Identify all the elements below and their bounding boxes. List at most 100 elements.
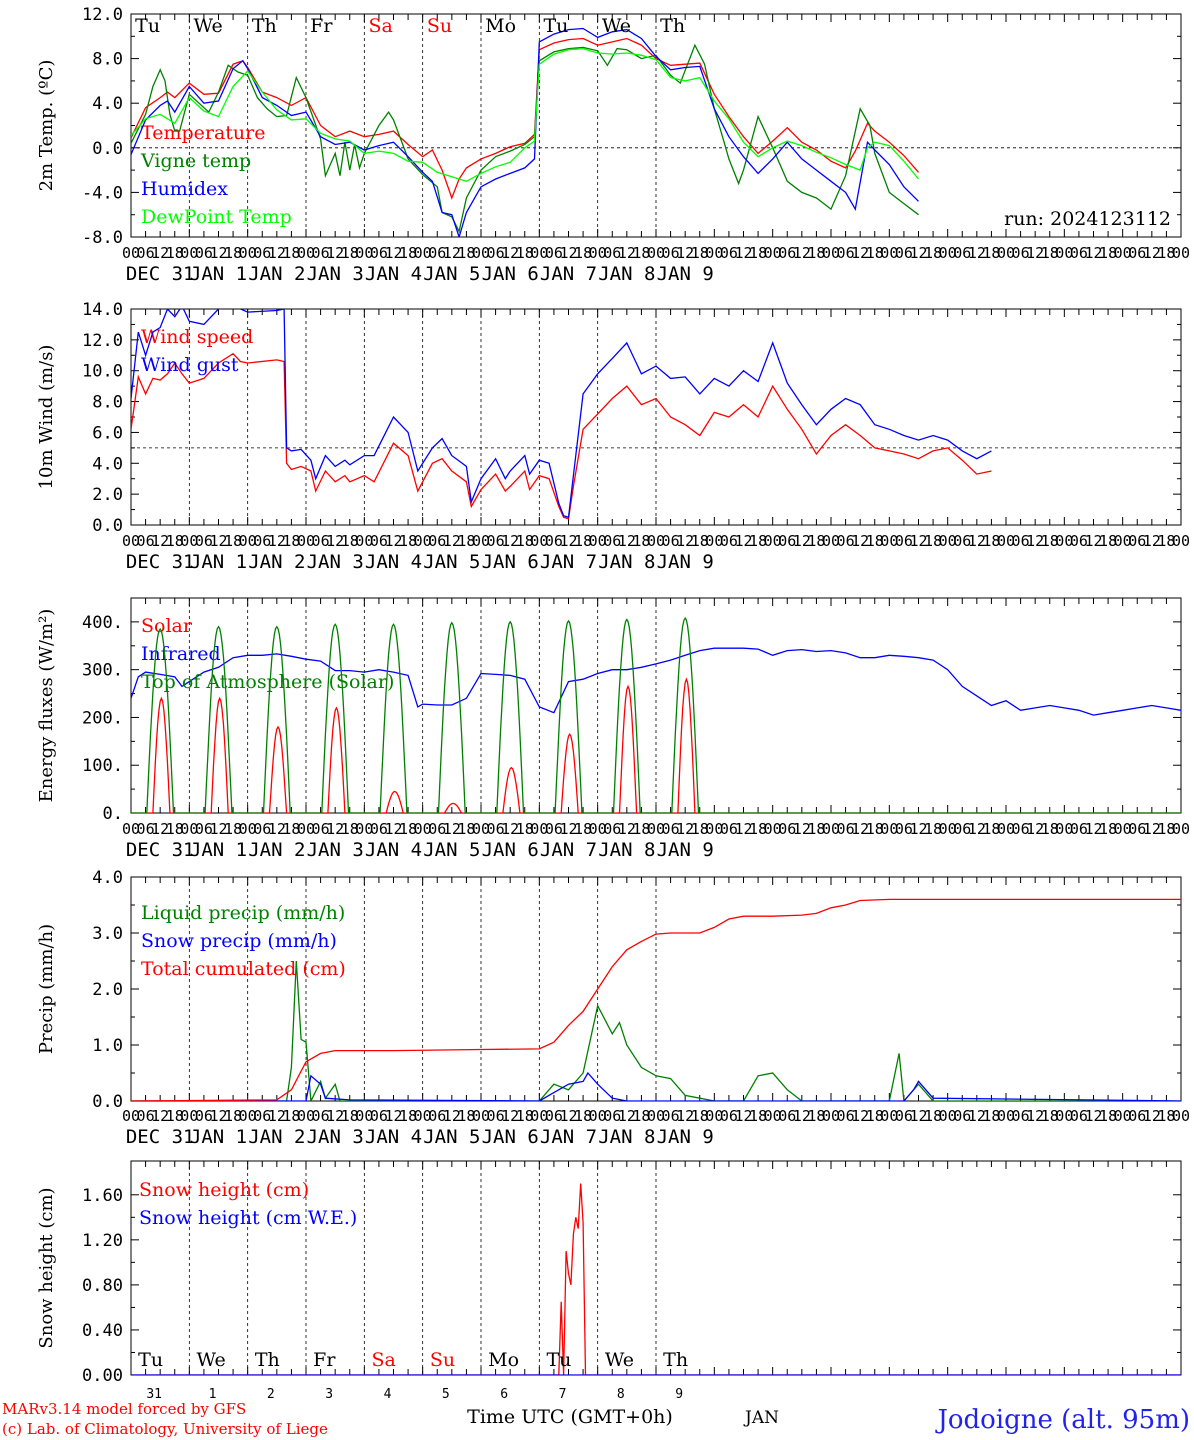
- hour-tick-label: 00: [414, 820, 432, 838]
- hour-tick-label: 06: [1070, 532, 1088, 550]
- date-label: JAN 7: [540, 263, 597, 285]
- y-tick-label: 0.00: [82, 1366, 123, 1386]
- hour-tick-label: 12: [968, 532, 986, 550]
- hour-tick-label: 18: [574, 532, 592, 550]
- hour-tick-label: 00: [297, 532, 315, 550]
- y-tick-label: 12.0: [82, 5, 123, 25]
- day-number-label: 6: [500, 1387, 508, 1402]
- hour-tick-label: 18: [574, 1107, 592, 1125]
- hour-tick-label: 00: [705, 820, 723, 838]
- weekday-label: Th: [252, 15, 277, 37]
- hour-tick-label: 18: [1157, 532, 1175, 550]
- hour-tick-label: 18: [224, 1107, 242, 1125]
- day-number-label: 7: [559, 1387, 567, 1402]
- hour-tick-label: 18: [924, 820, 942, 838]
- hour-tick-label: 18: [282, 532, 300, 550]
- hour-tick-label: 12: [501, 820, 519, 838]
- hour-tick-label: 00: [239, 532, 257, 550]
- series-line: [131, 37, 919, 200]
- y-tick-label: 8.0: [92, 393, 123, 413]
- date-label: JAN 7: [540, 551, 597, 573]
- day-number-label: 1: [209, 1387, 217, 1402]
- hour-tick-label: 18: [807, 244, 825, 262]
- hour-tick-label: 12: [384, 1107, 402, 1125]
- date-label: JAN 8: [598, 839, 655, 861]
- hour-tick-label: 06: [137, 820, 155, 838]
- date-label: JAN 5: [423, 263, 480, 285]
- hour-tick-label: 06: [720, 532, 738, 550]
- hour-tick-label: 12: [909, 820, 927, 838]
- date-label: JAN 7: [540, 839, 597, 861]
- hour-tick-label: 06: [195, 532, 213, 550]
- hour-tick-label: 00: [1114, 820, 1132, 838]
- hour-tick-label: 12: [268, 1107, 286, 1125]
- hour-tick-label: 06: [312, 244, 330, 262]
- hour-tick-label: 00: [647, 820, 665, 838]
- date-label: JAN 2: [248, 839, 305, 861]
- hour-tick-label: 06: [1012, 820, 1030, 838]
- hour-tick-label: 18: [691, 244, 709, 262]
- hour-tick-label: 06: [487, 1107, 505, 1125]
- hour-tick-label: 06: [1012, 244, 1030, 262]
- hour-tick-label: 06: [195, 1107, 213, 1125]
- hour-tick-label: 12: [909, 244, 927, 262]
- hour-tick-label: 00: [239, 1107, 257, 1125]
- hour-tick-label: 06: [953, 244, 971, 262]
- hour-tick-label: 18: [982, 1107, 1000, 1125]
- series-line: [131, 616, 1181, 813]
- hour-tick-label: 00: [414, 244, 432, 262]
- hour-tick-label: 12: [676, 532, 694, 550]
- hour-tick-label: 18: [282, 1107, 300, 1125]
- y-tick-label: 8.0: [92, 50, 123, 70]
- hour-tick-label: 06: [720, 1107, 738, 1125]
- hour-tick-label: 00: [1055, 532, 1073, 550]
- hour-tick-label: 00: [705, 532, 723, 550]
- hour-tick-label: 00: [297, 820, 315, 838]
- hour-tick-label: 18: [341, 820, 359, 838]
- hour-tick-label: 06: [1128, 1107, 1146, 1125]
- hour-tick-label: 12: [151, 244, 169, 262]
- hour-tick-label: 18: [866, 244, 884, 262]
- hour-tick-label: 18: [691, 1107, 709, 1125]
- hour-tick-label: 12: [151, 1107, 169, 1125]
- hour-tick-label: 06: [312, 532, 330, 550]
- hour-tick-label: 12: [734, 244, 752, 262]
- hour-tick-label: 12: [268, 532, 286, 550]
- y-tick-label: 1.60: [82, 1186, 123, 1206]
- hour-tick-label: 12: [1143, 820, 1161, 838]
- hour-tick-label: 12: [909, 532, 927, 550]
- hour-tick-label: 06: [778, 532, 796, 550]
- hour-tick-label: 12: [1084, 532, 1102, 550]
- date-label: JAN 2: [248, 263, 305, 285]
- date-label: JAN 1: [190, 263, 247, 285]
- y-tick-label: 2.0: [92, 980, 123, 1000]
- hour-tick-label: 06: [545, 820, 563, 838]
- hour-tick-label: 06: [603, 1107, 621, 1125]
- y-axis-label: Snow height (cm): [36, 1187, 57, 1348]
- legend-entry: Wind speed: [141, 326, 253, 348]
- legend-entry: Top of Atmosphere (Solar): [141, 671, 394, 693]
- hour-tick-label: 12: [443, 1107, 461, 1125]
- hour-tick-label: 12: [1143, 532, 1161, 550]
- date-label: JAN 6: [482, 839, 539, 861]
- series-line: [131, 43, 919, 234]
- hour-tick-label: 00: [1172, 244, 1190, 262]
- y-axis-label: Precip (mm/h): [36, 924, 57, 1054]
- hour-tick-label: 00: [122, 244, 140, 262]
- hour-tick-label: 18: [982, 820, 1000, 838]
- station-title: Jodoigne (alt. 95m): [934, 1405, 1190, 1435]
- hour-tick-label: 12: [1084, 244, 1102, 262]
- hour-tick-label: 06: [662, 1107, 680, 1125]
- legend-entry: Wind gust: [141, 354, 239, 376]
- y-tick-label: 14.0: [82, 300, 123, 320]
- date-label: JAN 1: [190, 1126, 247, 1148]
- date-label: JAN 8: [598, 263, 655, 285]
- hour-tick-label: 00: [1055, 820, 1073, 838]
- hour-tick-label: 12: [209, 244, 227, 262]
- y-tick-label: 6.0: [92, 423, 123, 443]
- day-number-label: 8: [617, 1387, 625, 1402]
- hour-tick-label: 06: [662, 244, 680, 262]
- hour-tick-label: 18: [632, 1107, 650, 1125]
- hour-tick-label: 12: [793, 244, 811, 262]
- hour-tick-label: 00: [647, 532, 665, 550]
